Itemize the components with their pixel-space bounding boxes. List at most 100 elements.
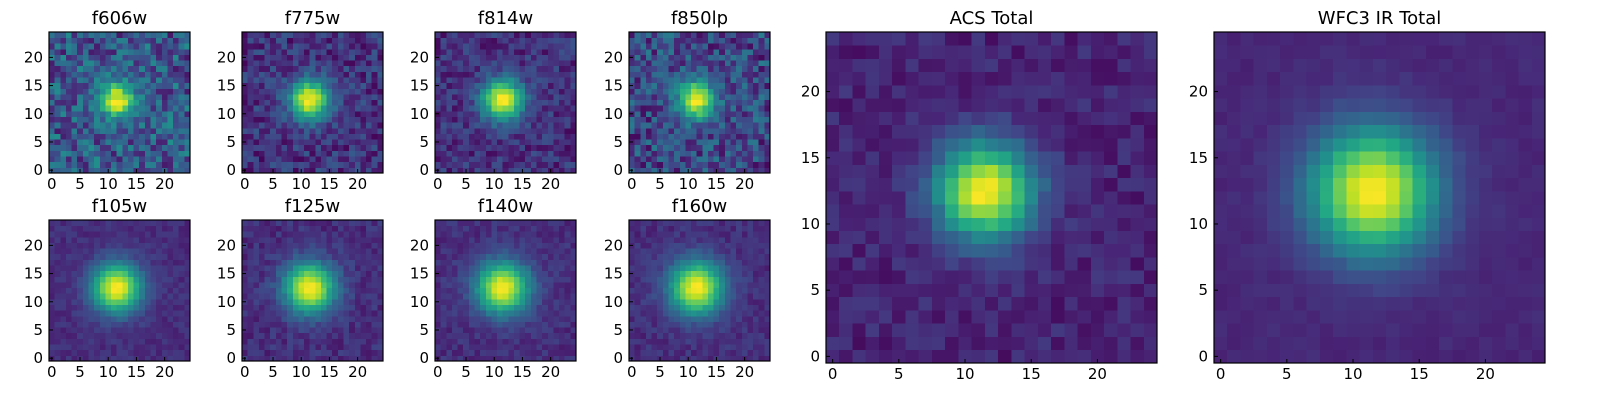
heatmap-cell (530, 65, 537, 72)
heatmap-cell (468, 122, 475, 129)
heatmap-cell (662, 48, 669, 55)
heatmap-cell (366, 32, 373, 39)
heatmap-cell (559, 133, 566, 140)
heatmap-cell (343, 43, 350, 50)
heatmap-cell (741, 349, 748, 356)
heatmap-cell (480, 231, 487, 238)
heatmap-cell (332, 139, 339, 146)
heatmap-cell (640, 287, 647, 294)
heatmap-cell (82, 77, 89, 84)
heatmap-cell (343, 71, 350, 78)
heatmap-cell (111, 225, 118, 232)
heatmap-cell (536, 54, 543, 61)
heatmap-cell (530, 99, 537, 106)
heatmap-cell (457, 248, 464, 255)
heatmap-cell (629, 276, 636, 283)
heatmap-cell (77, 310, 84, 317)
heatmap-cell (122, 270, 129, 277)
heatmap-cell (94, 253, 101, 260)
heatmap-cell (320, 150, 327, 157)
heatmap-cell (446, 265, 453, 272)
heatmap-cell (71, 122, 78, 129)
heatmap-cell (497, 94, 504, 101)
heatmap-cell (530, 349, 537, 356)
heatmap-cell (309, 116, 316, 123)
heatmap-cell (559, 293, 566, 300)
heatmap-cell (275, 344, 282, 351)
heatmap-cell (161, 287, 168, 294)
heatmap-cell (691, 65, 698, 72)
heatmap-cell (264, 315, 271, 322)
heatmap-cell (111, 43, 118, 50)
heatmap-cell (292, 110, 299, 117)
heatmap-cell (116, 327, 123, 334)
heatmap-cell (463, 54, 470, 61)
heatmap-cell (559, 37, 566, 44)
heatmap-cell (707, 338, 714, 345)
heatmap-cell (570, 88, 577, 95)
heatmap-cell (349, 315, 356, 322)
heatmap-cell (65, 139, 72, 146)
heatmap-cell (446, 37, 453, 44)
heatmap-cell (111, 144, 118, 151)
heatmap-cell (513, 304, 520, 311)
heatmap-cell (167, 355, 174, 362)
heatmap-cell (184, 248, 191, 255)
heatmap-cell (502, 265, 509, 272)
heatmap-cell (657, 293, 664, 300)
heatmap-cell (536, 167, 543, 174)
heatmap-cell (111, 310, 118, 317)
heatmap-cell (326, 225, 333, 232)
heatmap-cell (71, 315, 78, 322)
heatmap-cell (320, 355, 327, 362)
heatmap-cell (747, 99, 754, 106)
heatmap-cell (156, 282, 163, 289)
heatmap-cell (167, 116, 174, 123)
heatmap-cell (651, 315, 658, 322)
heatmap-cell (309, 265, 316, 272)
heatmap-cell (156, 127, 163, 134)
heatmap-cell (65, 321, 72, 328)
heatmap-cell (713, 321, 720, 328)
heatmap-cell (65, 43, 72, 50)
heatmap-cell (287, 287, 294, 294)
y-tick-label: 15 (24, 265, 43, 283)
heatmap-cell (71, 220, 78, 227)
heatmap-cell (702, 298, 709, 305)
heatmap-cell (474, 253, 481, 260)
heatmap-cell (519, 60, 526, 67)
heatmap-cell (719, 270, 726, 277)
heatmap-cell (525, 315, 532, 322)
heatmap-cell (258, 287, 265, 294)
heatmap-cell (651, 110, 658, 117)
heatmap-cell (275, 242, 282, 249)
heatmap-cell (662, 71, 669, 78)
heatmap-cell (645, 304, 652, 311)
heatmap-cell (645, 54, 652, 61)
heatmap-cell (349, 139, 356, 146)
heatmap-cell (564, 88, 571, 95)
heatmap-cell (178, 43, 185, 50)
heatmap-cell (530, 355, 537, 362)
heatmap-cell (446, 315, 453, 322)
heatmap-cell (77, 293, 84, 300)
heatmap-cell (536, 270, 543, 277)
heatmap-cell (111, 231, 118, 238)
heatmap-cell (564, 225, 571, 232)
heatmap-cell (668, 105, 675, 112)
heatmap-cell (178, 304, 185, 311)
heatmap-cell (133, 236, 140, 243)
heatmap-cell (332, 127, 339, 134)
heatmap-cell (366, 127, 373, 134)
heatmap-cell (502, 60, 509, 67)
heatmap-cell (668, 167, 675, 174)
heatmap-cell (736, 65, 743, 72)
heatmap-cell (366, 253, 373, 260)
heatmap-cell (668, 65, 675, 72)
heatmap-cell (513, 43, 520, 50)
heatmap-cell (292, 315, 299, 322)
heatmap-cell (435, 344, 442, 351)
heatmap-cell (88, 265, 95, 272)
heatmap-cell (88, 71, 95, 78)
heatmap-cell (122, 88, 129, 95)
